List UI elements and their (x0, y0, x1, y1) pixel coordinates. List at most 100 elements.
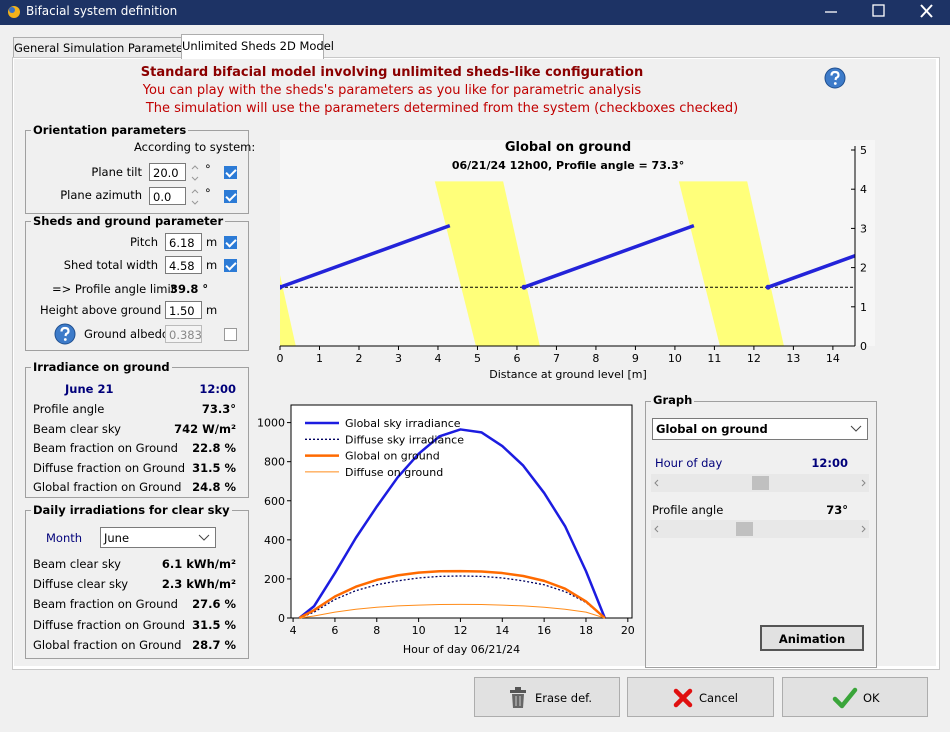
erase-button[interactable]: Erase def. (474, 677, 620, 717)
shed-end (280, 284, 283, 290)
row-label: Beam clear sky (33, 557, 121, 571)
help-icon[interactable] (54, 323, 76, 345)
x-tick-label: 12 (453, 624, 467, 637)
input-disabled: 0.383 (165, 325, 202, 343)
x-tick-label: 10 (668, 352, 682, 365)
ok-icon (832, 687, 858, 709)
shed-end (765, 284, 771, 290)
y-tick-label: 0 (278, 612, 285, 625)
input[interactable]: 4.58 (165, 256, 202, 274)
unit: m (206, 235, 218, 249)
checkbox[interactable] (224, 236, 237, 249)
date: June 21 (65, 382, 114, 396)
close-button[interactable] (920, 4, 933, 18)
cancel-button[interactable]: Cancel (627, 677, 774, 717)
chart-title: Global on ground (505, 140, 631, 155)
row-label: Global fraction on Ground (33, 637, 182, 652)
shadow (678, 181, 784, 346)
x-tick-label: 0 (277, 352, 284, 365)
row-value: 6.1 kWh/m² (161, 557, 236, 571)
spinner[interactable] (190, 162, 200, 184)
x-tick-label: 14 (495, 624, 509, 637)
tab[interactable]: General Simulation Parameters (13, 37, 194, 58)
shadow (434, 181, 540, 346)
x-tick-label: 4 (434, 352, 441, 365)
label: Plane azimuth (60, 188, 142, 202)
checkbox[interactable] (224, 328, 237, 341)
label: Pitch (130, 235, 158, 249)
row-label: Profile angle (33, 402, 105, 416)
button-label: Cancel (699, 691, 738, 705)
x-tick-label: 13 (786, 352, 800, 365)
row-value: 2.3 kWh/m² (161, 577, 236, 592)
x-tick-label: 8 (592, 352, 599, 365)
row-label: Global fraction on Ground (33, 480, 182, 494)
series-line (299, 603, 605, 619)
x-tick-label: 16 (537, 624, 551, 637)
input[interactable]: 0.0 (149, 187, 186, 205)
x-tick-label: 6 (513, 352, 520, 365)
unit: ° (205, 186, 211, 200)
series-line (298, 428, 606, 619)
maximize-button[interactable] (872, 4, 885, 17)
x-axis-label: Distance at ground level [m] (489, 368, 647, 381)
y-tick-label: 600 (264, 495, 285, 508)
checkbox[interactable] (224, 166, 237, 179)
button-label: OK (863, 691, 880, 705)
ok-button[interactable]: OK (782, 677, 928, 717)
label: Shed total width (63, 258, 158, 272)
label: Month (46, 531, 83, 545)
value: 73° (826, 503, 848, 517)
title-bar (0, 0, 950, 25)
label: According to system: (134, 140, 256, 154)
x-tick-label: 10 (412, 624, 426, 637)
row-label: Beam fraction on Ground (33, 441, 178, 455)
group-title: Daily irradiations for clear sky (31, 503, 232, 517)
row-label: Diffuse clear sky (33, 577, 129, 592)
shed (767, 253, 855, 289)
legend-label: Global sky irradiance (345, 417, 461, 430)
x-tick-label: 5 (474, 352, 481, 365)
row-label: Diffuse fraction on Ground (33, 617, 186, 632)
animation-button[interactable]: Animation (760, 625, 864, 651)
unit: m (206, 258, 218, 272)
row-value: 31.5 % (192, 460, 236, 475)
shed-end (521, 284, 527, 290)
window-title: Bifacial system definition (26, 4, 178, 18)
x-tick-label: 9 (632, 352, 639, 365)
label: Height above ground (40, 303, 162, 317)
row-value: 73.3° (201, 402, 236, 416)
input[interactable]: 1.50 (165, 301, 202, 319)
button-label: Erase def. (535, 691, 593, 705)
plot-frame (290, 404, 633, 619)
checkbox[interactable] (224, 259, 237, 272)
value: 12:00 (811, 456, 848, 470)
slider[interactable] (651, 474, 869, 492)
spinner[interactable] (190, 186, 200, 208)
checkbox[interactable] (224, 190, 237, 203)
input[interactable]: 20.0 (149, 163, 186, 181)
x-axis-label: Hour of day 06/21/24 (403, 643, 520, 656)
x-tick-label: 12 (747, 352, 761, 365)
dropdown[interactable]: Global on ground (652, 418, 868, 440)
dropdown[interactable]: June (100, 527, 216, 548)
x-tick-label: 8 (373, 624, 380, 637)
series-line (298, 569, 606, 620)
value: 39.8 ° (170, 282, 209, 296)
x-tick-label: 1 (316, 352, 323, 365)
group-title: Graph (651, 393, 695, 407)
slider[interactable] (651, 520, 869, 538)
cancel-icon (673, 688, 693, 708)
y2-tick-label: 1 (860, 301, 867, 314)
label: Hour of day (655, 456, 723, 470)
x-tick-label: 14 (826, 352, 840, 365)
plot (280, 181, 855, 346)
header-title: Standard bifacial model involving unlimi… (140, 65, 644, 80)
input[interactable]: 6.18 (165, 233, 202, 251)
shed (523, 224, 695, 289)
x-tick-label: 4 (290, 624, 297, 637)
row-label: Beam fraction on Ground (33, 597, 178, 612)
y2-tick-label: 5 (860, 144, 867, 157)
help-icon[interactable] (824, 67, 846, 89)
tab-active[interactable]: Unlimited Sheds 2D Model (181, 34, 334, 59)
